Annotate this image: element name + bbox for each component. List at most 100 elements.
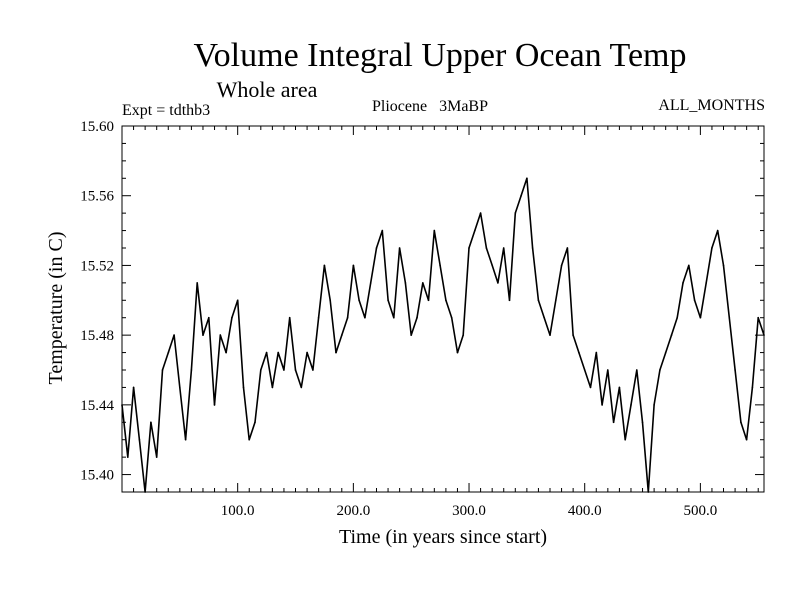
data-point [173, 334, 175, 336]
data-point [161, 369, 164, 371]
data-point [265, 351, 268, 354]
data-point [288, 316, 291, 319]
data-point [248, 438, 250, 441]
data-point [676, 316, 678, 319]
x-tick-label: 500.0 [684, 503, 718, 519]
y-axis-minor-ticks [122, 142, 764, 458]
data-point [155, 456, 158, 458]
data-point [306, 351, 308, 354]
data-point [491, 264, 494, 267]
data-point [688, 264, 690, 267]
data-point [387, 299, 389, 302]
data-point [624, 438, 626, 441]
data-point [225, 351, 227, 354]
chart-title: Volume Integral Upper Ocean Temp [194, 37, 687, 74]
x-axis-label: Time (in years since start) [339, 526, 547, 548]
data-point [352, 264, 355, 267]
data-point [670, 334, 673, 336]
temperature-series-line [121, 177, 765, 493]
data-point [375, 247, 378, 249]
data-point [647, 491, 650, 493]
data-point [636, 369, 638, 371]
data-point [531, 247, 534, 249]
data-point [543, 316, 545, 319]
data-point [242, 386, 245, 389]
data-point [757, 316, 759, 319]
y-axis-label: Temperature (in C) [45, 232, 67, 385]
y-tick-label: 15.52 [80, 258, 114, 274]
data-point [208, 316, 210, 319]
data-point [317, 316, 320, 319]
data-point [213, 404, 216, 406]
data-point [138, 438, 141, 441]
temperature-data-points [121, 177, 765, 493]
data-point [439, 264, 441, 267]
data-point [127, 456, 129, 458]
data-point [132, 386, 135, 389]
data-point [341, 334, 343, 336]
data-point [283, 369, 285, 371]
y-tick-label: 15.60 [80, 119, 114, 135]
data-point [196, 282, 198, 284]
data-point [612, 421, 615, 424]
data-point [231, 316, 233, 319]
data-point [520, 194, 522, 197]
data-point [364, 316, 366, 319]
data-point [410, 334, 413, 336]
data-point [595, 351, 598, 354]
data-point [393, 316, 395, 319]
data-point [329, 299, 332, 302]
y-tick-label: 15.40 [80, 468, 114, 484]
data-point [346, 316, 349, 319]
data-point [601, 404, 603, 406]
data-point [682, 282, 684, 284]
data-point [271, 386, 274, 389]
data-point [560, 264, 563, 267]
data-point [323, 264, 326, 267]
data-point [190, 369, 193, 371]
data-point [150, 421, 152, 424]
data-point [722, 264, 725, 267]
x-axis-minor-ticks [133, 126, 759, 492]
data-point [618, 386, 621, 389]
data-point [427, 299, 430, 302]
data-point [716, 229, 719, 232]
data-point [728, 316, 731, 319]
data-point [358, 299, 360, 302]
data-point [294, 369, 297, 371]
data-point [583, 369, 586, 371]
data-point [555, 299, 557, 302]
data-point [474, 229, 476, 232]
data-point [705, 282, 707, 284]
data-point [422, 282, 424, 284]
data-point [502, 247, 505, 249]
data-point [381, 229, 384, 232]
data-point [745, 438, 748, 441]
data-point [202, 334, 204, 336]
data-point [693, 299, 696, 302]
data-point [630, 404, 632, 406]
data-point [462, 334, 465, 336]
data-point [416, 316, 418, 319]
data-point [740, 421, 742, 424]
data-point [144, 491, 146, 493]
data-point [404, 282, 407, 284]
plot-frame [121, 125, 765, 493]
data-point [479, 212, 482, 214]
data-point [549, 334, 551, 336]
y-axis-ticks: 15.40 15.44 15.48 15.52 15.56 15.60 [80, 119, 764, 484]
data-point [433, 229, 436, 232]
x-tick-label: 100.0 [221, 503, 255, 519]
data-point [485, 247, 488, 249]
data-point [664, 351, 667, 354]
data-point [751, 386, 754, 389]
data-point [566, 247, 569, 249]
data-point [219, 334, 222, 336]
data-point [468, 247, 470, 249]
data-point [589, 386, 592, 389]
data-point [607, 369, 609, 371]
data-point [578, 351, 580, 354]
data-point [236, 299, 239, 302]
data-point [653, 404, 655, 406]
